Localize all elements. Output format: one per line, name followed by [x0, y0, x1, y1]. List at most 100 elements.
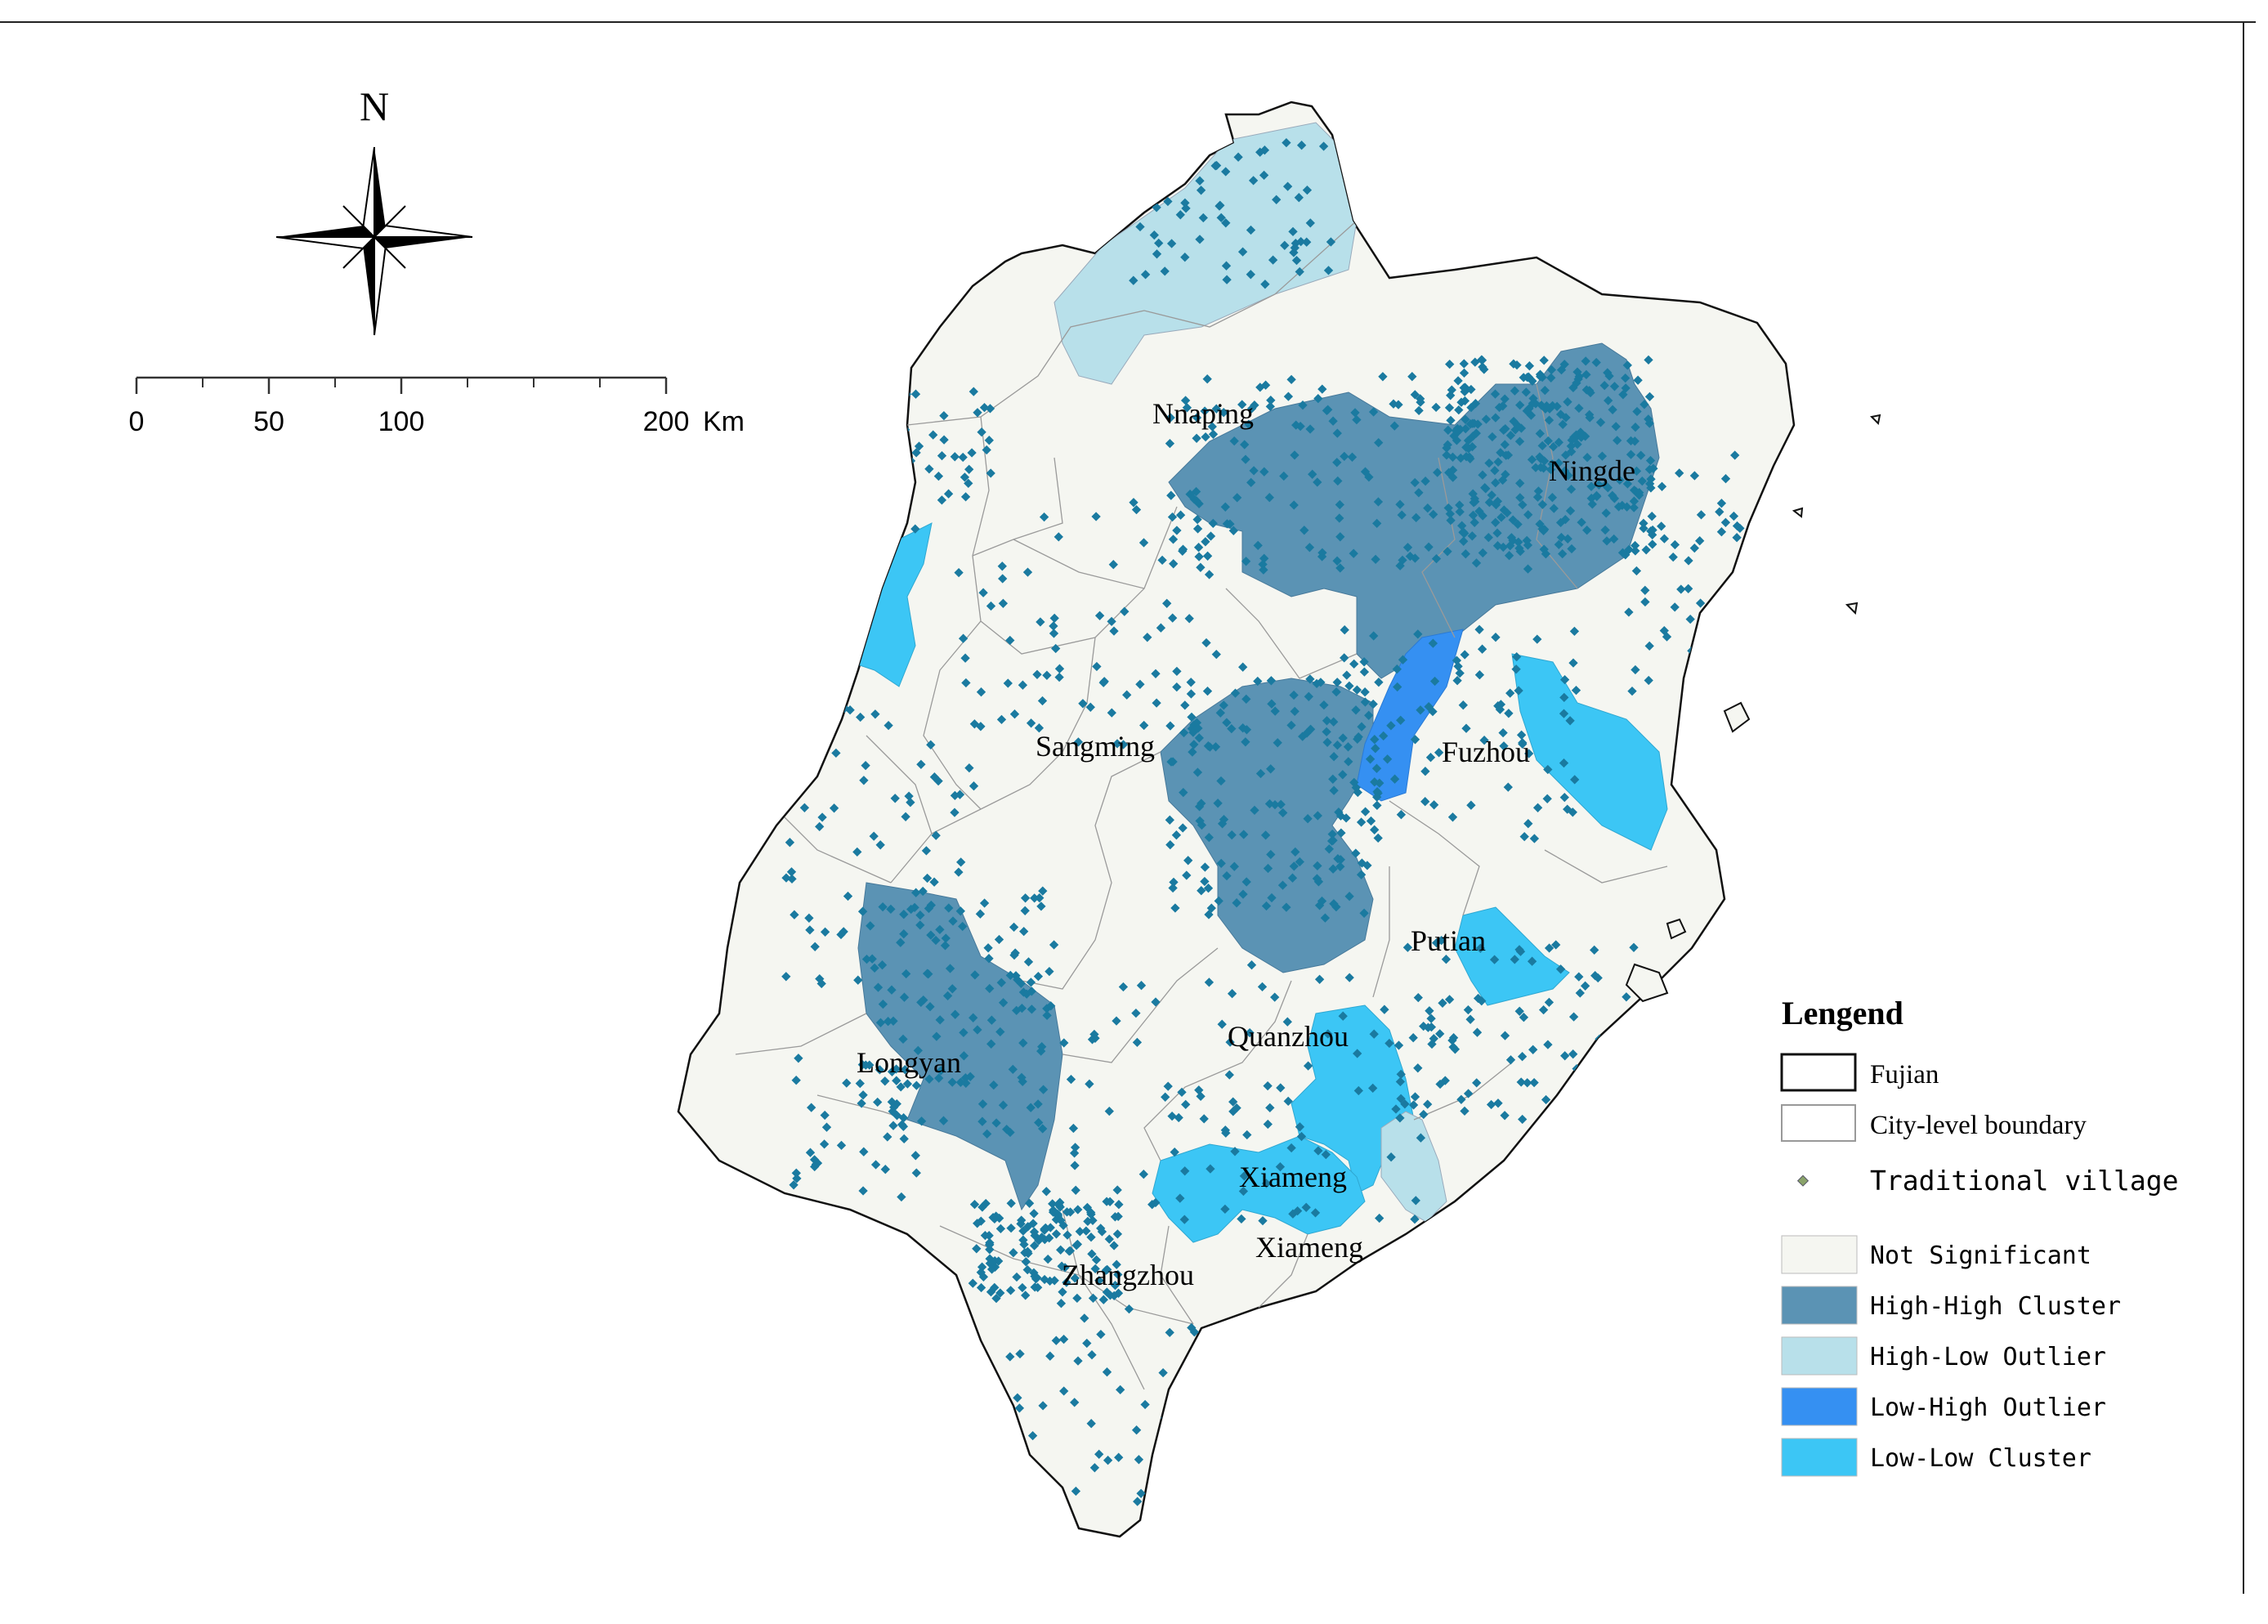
village-point	[1447, 1036, 1457, 1045]
village-point	[1163, 1081, 1173, 1091]
village-point	[910, 524, 920, 534]
village-point	[939, 435, 949, 445]
village-point	[977, 427, 986, 437]
village-point	[1730, 640, 1740, 650]
village-point	[1029, 1227, 1040, 1237]
village-point	[1480, 483, 1490, 493]
village-point	[1622, 479, 1633, 489]
village-point	[1619, 1028, 1629, 1038]
village-point	[1483, 532, 1493, 543]
village-point	[1684, 584, 1693, 593]
village-point	[964, 478, 973, 489]
village-point	[1732, 533, 1742, 543]
village-point	[997, 561, 1007, 571]
village-point	[1008, 1064, 1018, 1075]
village-point	[1175, 210, 1185, 220]
village-point	[1195, 235, 1205, 244]
village-point	[1204, 570, 1215, 579]
village-point	[911, 1080, 922, 1090]
village-point	[1391, 1104, 1401, 1114]
village-point	[1104, 1234, 1114, 1244]
village-point	[1532, 803, 1543, 812]
village-point	[1266, 676, 1277, 686]
village-point	[1611, 422, 1621, 432]
village-point	[1719, 648, 1729, 658]
village-point	[1149, 230, 1159, 240]
city-label-xiamen-secondary: Xiameng	[1255, 1231, 1363, 1264]
village-point	[996, 714, 1007, 725]
village-point	[1554, 539, 1563, 549]
village-point	[1017, 1072, 1027, 1083]
village-point	[1373, 497, 1384, 507]
village-point	[1222, 275, 1232, 284]
village-point	[1410, 477, 1420, 488]
village-point	[1529, 1077, 1539, 1088]
village-point	[1546, 373, 1556, 383]
village-point	[1468, 510, 1478, 521]
village-point	[1446, 516, 1456, 526]
village-point	[1551, 940, 1561, 950]
legend-swatch-fujian	[1780, 1053, 1857, 1092]
village-point	[1266, 764, 1276, 774]
village-point	[1131, 1008, 1141, 1018]
village-point	[1590, 945, 1599, 955]
village-point	[968, 387, 978, 396]
village-point	[1600, 525, 1610, 535]
village-point	[1496, 448, 1505, 458]
village-point	[1323, 266, 1334, 275]
village-point	[1735, 523, 1745, 534]
village-point	[1396, 715, 1406, 725]
village-point	[1496, 512, 1506, 522]
village-point	[1477, 356, 1487, 365]
village-point	[1208, 518, 1218, 529]
village-point	[1221, 1128, 1231, 1138]
village-point	[1131, 504, 1142, 515]
village-point	[1340, 625, 1349, 635]
village-point	[1434, 748, 1444, 758]
village-point	[895, 406, 905, 417]
village-point	[1435, 1029, 1445, 1039]
village-point	[1196, 562, 1206, 572]
village-point	[1326, 836, 1337, 846]
village-point	[1429, 509, 1438, 520]
village-point	[883, 1132, 892, 1142]
village-point	[994, 1256, 1004, 1266]
legend-swatch-low-high	[1781, 1387, 1858, 1426]
village-point	[1094, 1449, 1104, 1459]
village-point	[1188, 747, 1197, 757]
village-point	[857, 906, 868, 916]
village-point	[1335, 861, 1345, 871]
village-point	[1470, 399, 1481, 409]
village-point	[1559, 674, 1570, 685]
village-point	[979, 402, 990, 413]
village-point	[1098, 678, 1108, 687]
village-point	[1542, 794, 1552, 803]
village-point	[1473, 993, 1483, 1004]
village-point	[1258, 1215, 1268, 1226]
legend-label-not-significant: Not Significant	[1870, 1241, 2091, 1270]
village-point	[1441, 955, 1452, 964]
village-point	[1549, 503, 1559, 513]
village-point	[916, 1116, 927, 1126]
village-point	[866, 921, 875, 931]
village-point	[1328, 864, 1338, 874]
village-point	[1563, 397, 1572, 407]
village-point	[1198, 213, 1208, 223]
village-point	[1073, 1356, 1083, 1366]
village-point	[1322, 737, 1332, 747]
village-point	[897, 1120, 907, 1130]
village-point	[1241, 694, 1251, 705]
village-point	[1478, 470, 1487, 480]
village-point	[1407, 372, 1417, 382]
village-point	[1511, 664, 1521, 674]
village-point	[1174, 1112, 1183, 1123]
village-point	[1242, 1130, 1252, 1140]
village-point	[1518, 1114, 1528, 1125]
village-point	[1356, 817, 1367, 827]
village-point	[1618, 390, 1628, 400]
village-point	[1177, 1419, 1187, 1429]
village-point	[870, 963, 879, 973]
village-point	[1140, 1399, 1150, 1410]
village-point	[1189, 1327, 1200, 1337]
village-point	[836, 1140, 847, 1151]
